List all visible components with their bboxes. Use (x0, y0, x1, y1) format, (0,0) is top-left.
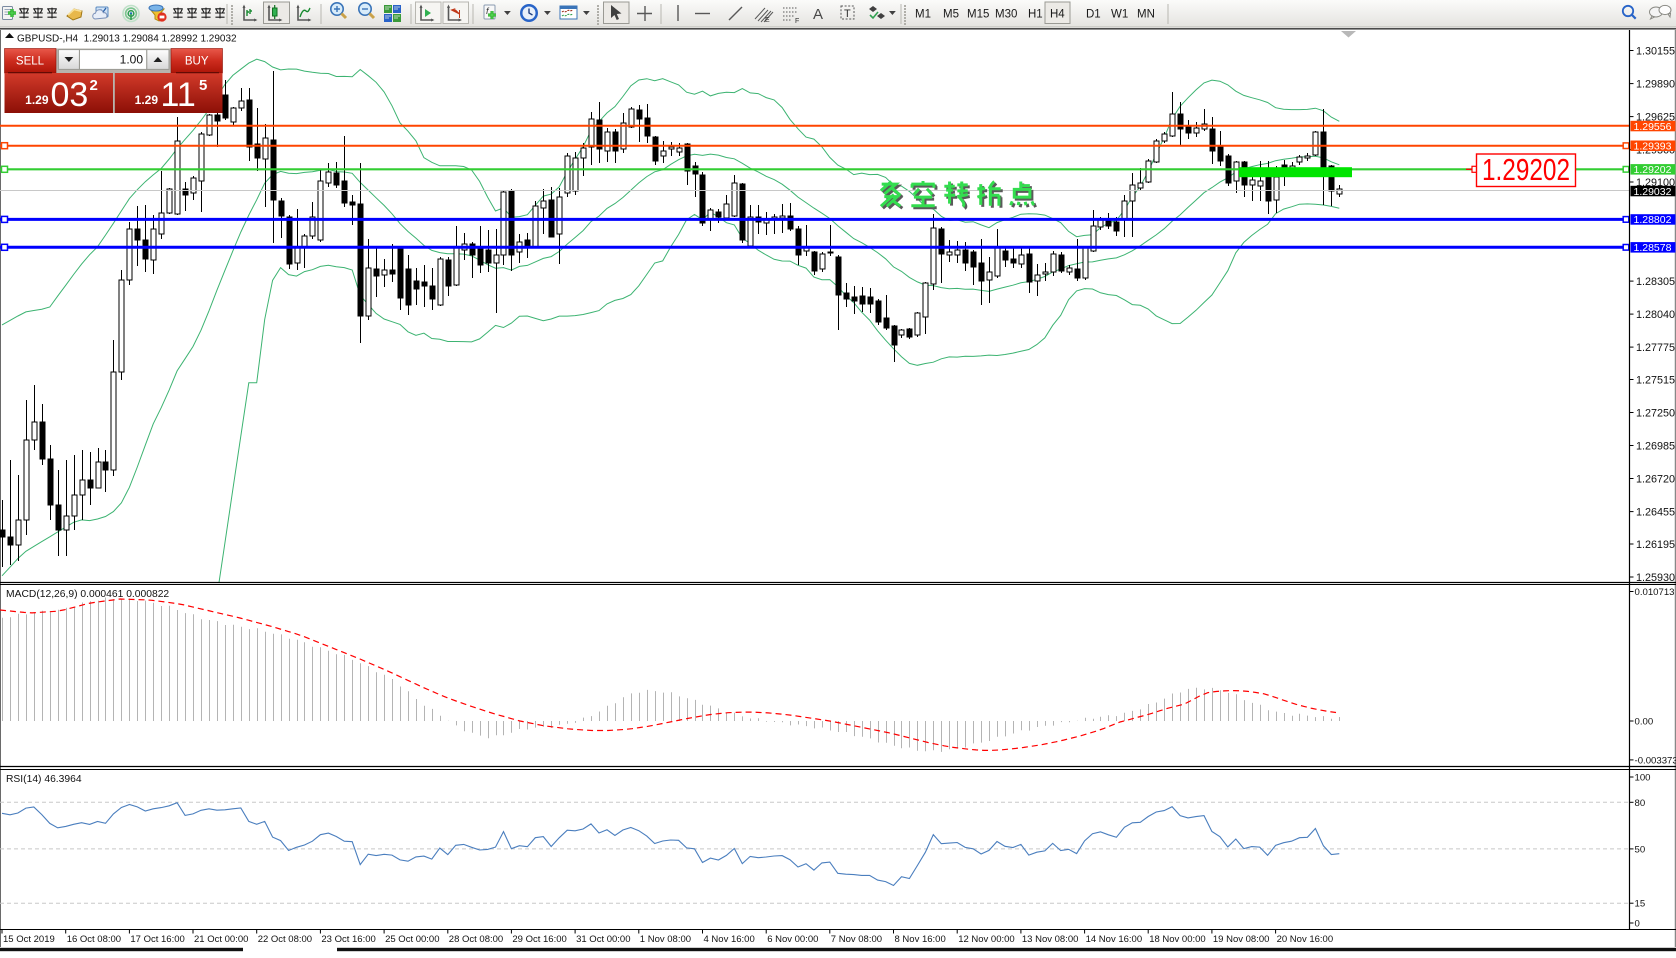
svg-text:31 Oct 00:00: 31 Oct 00:00 (576, 934, 630, 945)
svg-text:-0.003373: -0.003373 (1635, 755, 1676, 766)
svg-text:19 Nov 08:00: 19 Nov 08:00 (1213, 934, 1270, 945)
svg-text:M15: M15 (967, 9, 989, 21)
svg-text:16 Oct 08:00: 16 Oct 08:00 (67, 934, 121, 945)
svg-text:20 Nov 16:00: 20 Nov 16:00 (1277, 934, 1334, 945)
svg-text:0.00: 0.00 (1635, 717, 1654, 728)
svg-text:1.28802: 1.28802 (1634, 214, 1672, 226)
svg-text:1.27775: 1.27775 (1636, 342, 1675, 354)
svg-text:22 Oct 08:00: 22 Oct 08:00 (258, 934, 312, 945)
svg-text:25 Oct 00:00: 25 Oct 00:00 (385, 934, 439, 945)
svg-text:13 Nov 08:00: 13 Nov 08:00 (1022, 934, 1079, 945)
svg-text:1.29: 1.29 (25, 93, 49, 107)
svg-text:8 Nov 16:00: 8 Nov 16:00 (895, 934, 946, 945)
svg-text:F: F (795, 18, 799, 25)
svg-text:1.29556: 1.29556 (1634, 121, 1672, 133)
svg-text:SELL: SELL (16, 56, 45, 68)
svg-text:0.010713: 0.010713 (1635, 587, 1675, 598)
svg-text:11: 11 (161, 76, 196, 114)
svg-text:100: 100 (1635, 773, 1651, 784)
svg-text:28 Oct 08:00: 28 Oct 08:00 (449, 934, 503, 945)
svg-text:12 Nov 00:00: 12 Nov 00:00 (958, 934, 1015, 945)
svg-text:50: 50 (1635, 844, 1646, 855)
svg-text:W1: W1 (1111, 9, 1128, 21)
svg-text:03: 03 (51, 76, 89, 114)
svg-text:GBPUSD-,H4 1.29013 1.29084 1.: GBPUSD-,H4 1.29013 1.29084 1.28992 1.290… (17, 34, 237, 45)
svg-text:M1: M1 (915, 9, 931, 21)
svg-text:17 Oct 16:00: 17 Oct 16:00 (130, 934, 184, 945)
svg-text:15: 15 (1635, 899, 1646, 910)
svg-text:H4: H4 (1050, 9, 1065, 21)
svg-text:1.30155: 1.30155 (1636, 46, 1675, 58)
svg-text:1.29393: 1.29393 (1634, 141, 1672, 153)
svg-text:15 Oct 2019: 15 Oct 2019 (3, 934, 55, 945)
svg-text:6 Nov 00:00: 6 Nov 00:00 (767, 934, 818, 945)
svg-text:1.00: 1.00 (120, 53, 144, 67)
svg-text:21 Oct 00:00: 21 Oct 00:00 (194, 934, 248, 945)
svg-text:1.29202: 1.29202 (1482, 152, 1570, 187)
svg-text:MACD(12,26,9) 0.000461 0.00082: MACD(12,26,9) 0.000461 0.000822 (6, 589, 169, 600)
svg-text:1.26195: 1.26195 (1636, 539, 1675, 551)
svg-text:80: 80 (1635, 798, 1646, 809)
svg-text:1.28578: 1.28578 (1634, 242, 1672, 254)
svg-text:1.25930: 1.25930 (1636, 572, 1675, 584)
svg-text:T: T (844, 8, 851, 20)
svg-text:MN: MN (1137, 9, 1155, 21)
svg-text:1.29202: 1.29202 (1634, 164, 1672, 176)
svg-text:2: 2 (90, 77, 98, 94)
svg-text:E: E (765, 17, 770, 24)
svg-text:1.26985: 1.26985 (1636, 441, 1675, 453)
svg-text:1.27250: 1.27250 (1636, 408, 1675, 420)
svg-text:7 Nov 08:00: 7 Nov 08:00 (831, 934, 882, 945)
svg-text:1.26455: 1.26455 (1636, 507, 1675, 519)
svg-text:D1: D1 (1086, 9, 1101, 21)
svg-text:23 Oct 16:00: 23 Oct 16:00 (321, 934, 375, 945)
svg-text:M30: M30 (995, 9, 1017, 21)
svg-text:29 Oct 16:00: 29 Oct 16:00 (512, 934, 566, 945)
svg-text:18 Nov 00:00: 18 Nov 00:00 (1149, 934, 1206, 945)
svg-text:14 Nov 16:00: 14 Nov 16:00 (1086, 934, 1143, 945)
svg-text:4 Nov 16:00: 4 Nov 16:00 (704, 934, 755, 945)
svg-text:0: 0 (1635, 919, 1640, 930)
svg-text:A: A (813, 6, 823, 23)
svg-text:1.29: 1.29 (135, 93, 159, 107)
svg-text:H1: H1 (1028, 9, 1043, 21)
svg-text:1.28040: 1.28040 (1636, 309, 1675, 321)
svg-text:5: 5 (199, 77, 207, 94)
svg-text:BUY: BUY (185, 56, 209, 68)
svg-text:RSI(14) 46.3964: RSI(14) 46.3964 (6, 774, 82, 785)
svg-text:1.29890: 1.29890 (1636, 79, 1675, 91)
svg-text:M5: M5 (943, 9, 959, 21)
svg-text:1.28305: 1.28305 (1636, 276, 1675, 288)
svg-text:1.27515: 1.27515 (1636, 375, 1675, 387)
svg-text:1.29032: 1.29032 (1634, 186, 1672, 198)
svg-text:1 Nov 08:00: 1 Nov 08:00 (640, 934, 691, 945)
svg-text:1.26720: 1.26720 (1636, 474, 1675, 486)
